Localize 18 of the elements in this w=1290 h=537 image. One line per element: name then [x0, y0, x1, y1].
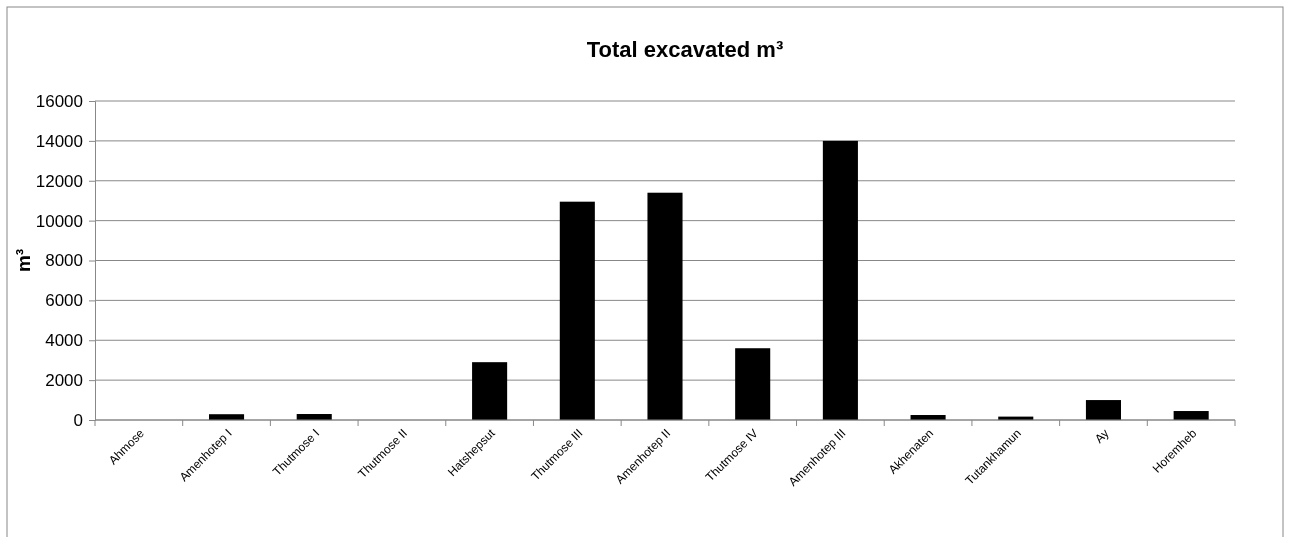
chart-title: Total excavated m³	[586, 37, 784, 62]
bar	[472, 362, 508, 420]
bar	[822, 140, 858, 420]
x-tick-label: Ay	[1091, 426, 1112, 446]
bar	[647, 192, 683, 420]
y-tick-label: 14000	[35, 131, 83, 151]
y-tick-label: 4000	[45, 331, 83, 351]
y-tick-label: 6000	[45, 291, 83, 311]
y-tick-label: 16000	[35, 91, 83, 111]
bar	[559, 201, 595, 420]
y-tick-label: 2000	[45, 371, 83, 391]
y-tick-label: 12000	[35, 171, 83, 191]
y-axis-title: m³	[13, 248, 34, 273]
y-tick-label: 0	[73, 410, 83, 430]
y-tick-label: 8000	[45, 251, 83, 271]
y-tick-label: 10000	[35, 211, 83, 231]
bar	[735, 348, 771, 420]
bar	[1085, 400, 1121, 420]
